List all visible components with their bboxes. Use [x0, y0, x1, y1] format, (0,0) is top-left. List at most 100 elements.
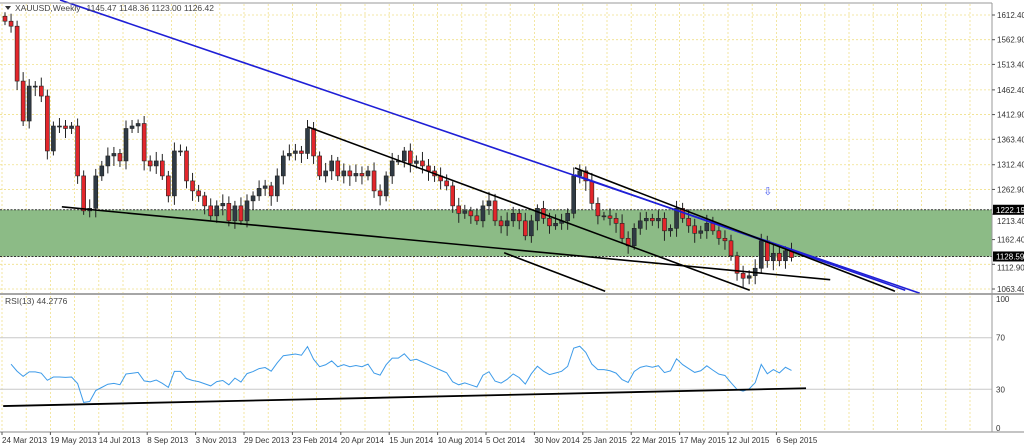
price-tick-label: 1612.40: [997, 11, 1024, 20]
candle-bull: [577, 170, 583, 177]
candle-bull: [220, 203, 226, 207]
candle-bear: [8, 20, 14, 27]
candle-bear: [238, 205, 244, 222]
candle-bear: [299, 150, 304, 154]
candle-bear: [728, 240, 734, 257]
date-tick-label: 8 Sep 2013: [147, 436, 188, 445]
date-tick-label: 17 May 2015: [680, 436, 727, 445]
candle-bull: [389, 160, 395, 177]
candle-bear: [359, 173, 365, 177]
candle-bull: [383, 175, 389, 197]
candle-bear: [377, 190, 383, 197]
trendline: [59, 0, 921, 294]
candle-bear: [160, 160, 165, 177]
candle-bull: [135, 123, 141, 127]
candle-bull: [293, 150, 298, 154]
candle-bear: [777, 252, 782, 262]
trendline: [574, 167, 896, 292]
candle-bull: [250, 195, 256, 202]
candle-bear: [408, 150, 413, 164]
candle-bull: [244, 200, 250, 222]
candle-bear: [20, 80, 26, 122]
date-tick-label: 20 Apr 2014: [341, 436, 385, 445]
candle-bull: [93, 175, 99, 209]
candle-bear: [764, 240, 770, 262]
candle-bear: [583, 170, 589, 182]
candle-bull: [504, 220, 510, 227]
candle-bear: [420, 160, 425, 167]
candle-bull: [365, 170, 371, 177]
date-tick-label: 19 May 2013: [50, 436, 97, 445]
price-marker-label: 1128.59: [996, 252, 1024, 261]
price-marker-box: [993, 204, 1024, 215]
trendlines[interactable]: ⇩: [59, 0, 921, 294]
rsi-trendline: [3, 387, 807, 407]
trendline: [61, 206, 831, 281]
candle-bull: [704, 223, 710, 232]
date-tick-label: 15 Jun 2014: [389, 436, 434, 445]
candle-bear: [686, 218, 691, 227]
trendline: [503, 252, 606, 292]
candle-bear: [450, 185, 456, 207]
candle-bear: [734, 255, 740, 274]
candle-bull: [256, 188, 262, 197]
rsi-level-label: 0: [996, 424, 1001, 433]
candles: [2, 12, 794, 289]
date-tick-label: 14 Jul 2013: [99, 436, 141, 445]
date-tick-label: 23 Feb 2014: [292, 436, 337, 445]
candle-bear: [226, 203, 232, 222]
date-tick-label: 24 Mar 2013: [2, 436, 47, 445]
candle-bear: [595, 203, 601, 217]
price-tick-label: 1513.40: [997, 60, 1024, 69]
candle-bear: [547, 218, 552, 227]
candle-bull: [99, 165, 105, 177]
candle-bull: [280, 155, 286, 177]
candle-bull: [631, 228, 637, 247]
trendline: [574, 174, 906, 291]
price-tick-label: 1412.90: [997, 111, 1024, 120]
candle-bear: [75, 125, 80, 177]
candle-bull: [486, 200, 492, 207]
date-tick-label: 10 Aug 2014: [438, 436, 483, 445]
date-tick-label: 22 Mar 2015: [631, 436, 676, 445]
date-tick-label: 5 Oct 2014: [486, 436, 526, 445]
candle-bull: [529, 220, 534, 237]
candle-bear: [589, 180, 595, 204]
candle-bull: [51, 125, 56, 152]
price-tick-label: 1213.40: [997, 217, 1024, 226]
candle-bear: [268, 185, 274, 197]
candle-bull: [232, 205, 238, 222]
candle-bull: [57, 125, 62, 128]
candle-bear: [498, 220, 504, 227]
ohlc-readout: 1145.47 1148.36 1123.00 1126.42: [87, 3, 215, 13]
candle-bear: [710, 223, 716, 232]
candle-bull: [105, 155, 111, 167]
candle-bear: [613, 218, 619, 224]
price-tick-label: 1312.40: [997, 161, 1024, 170]
candle-bear: [202, 195, 207, 207]
date-tick-label: 29 Dec 2013: [244, 436, 290, 445]
candle-bear: [208, 205, 213, 217]
candle-bear: [190, 180, 195, 192]
rsi-panel: 100 70 30 0: [0, 295, 1010, 433]
candle-bear: [492, 200, 498, 222]
price-tick-label: 1363.40: [997, 135, 1024, 144]
candle-bear: [662, 218, 667, 232]
candle-bear: [196, 190, 201, 197]
candle-bear: [650, 218, 655, 222]
candle-bull: [69, 125, 74, 129]
trendline: [307, 126, 751, 291]
candle-bull: [172, 150, 177, 197]
candle-bear: [45, 95, 50, 152]
rsi-level-label: 30: [996, 385, 1005, 394]
candle-bull: [214, 205, 220, 217]
rsi-level-label: 70: [996, 334, 1005, 343]
date-tick-label: 12 Jul 2015: [728, 436, 770, 445]
candle-bull: [535, 208, 540, 222]
rsi-label: RSI(13) 44.2776: [5, 296, 68, 306]
menu-triangle-icon[interactable]: [5, 6, 11, 10]
candle-bull: [553, 223, 558, 227]
candle-bull: [601, 215, 607, 218]
